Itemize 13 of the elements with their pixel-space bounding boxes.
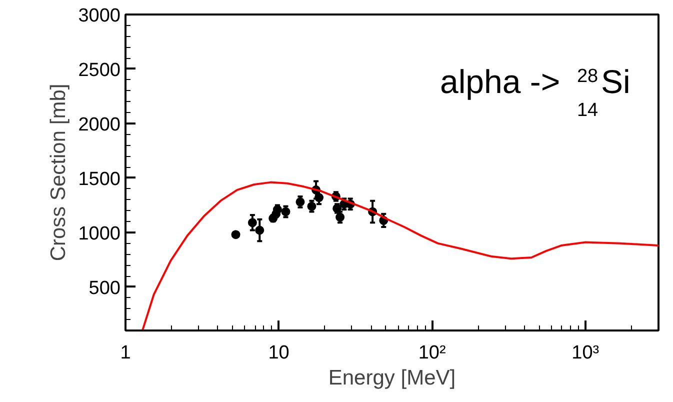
- y-tick-label: 2000: [78, 114, 121, 136]
- y-tick-label: 1000: [78, 223, 121, 244]
- y-tick-label: 2500: [78, 60, 121, 81]
- y-tick-label: 1500: [78, 168, 121, 190]
- x-axis-title: Energy [MeV]: [328, 366, 456, 390]
- y-axis-title: Cross Section [mb]: [47, 84, 70, 262]
- x-tick-label: 10: [268, 342, 290, 364]
- x-tick-label: 1: [120, 342, 131, 364]
- x-tick-label: 10³: [572, 342, 600, 364]
- y-tick-label: 500: [88, 278, 120, 299]
- annotation: alpha -> 2814Si: [440, 62, 630, 121]
- x-tick-label: 10²: [418, 342, 446, 364]
- y-tick-label: 3000: [78, 6, 121, 26]
